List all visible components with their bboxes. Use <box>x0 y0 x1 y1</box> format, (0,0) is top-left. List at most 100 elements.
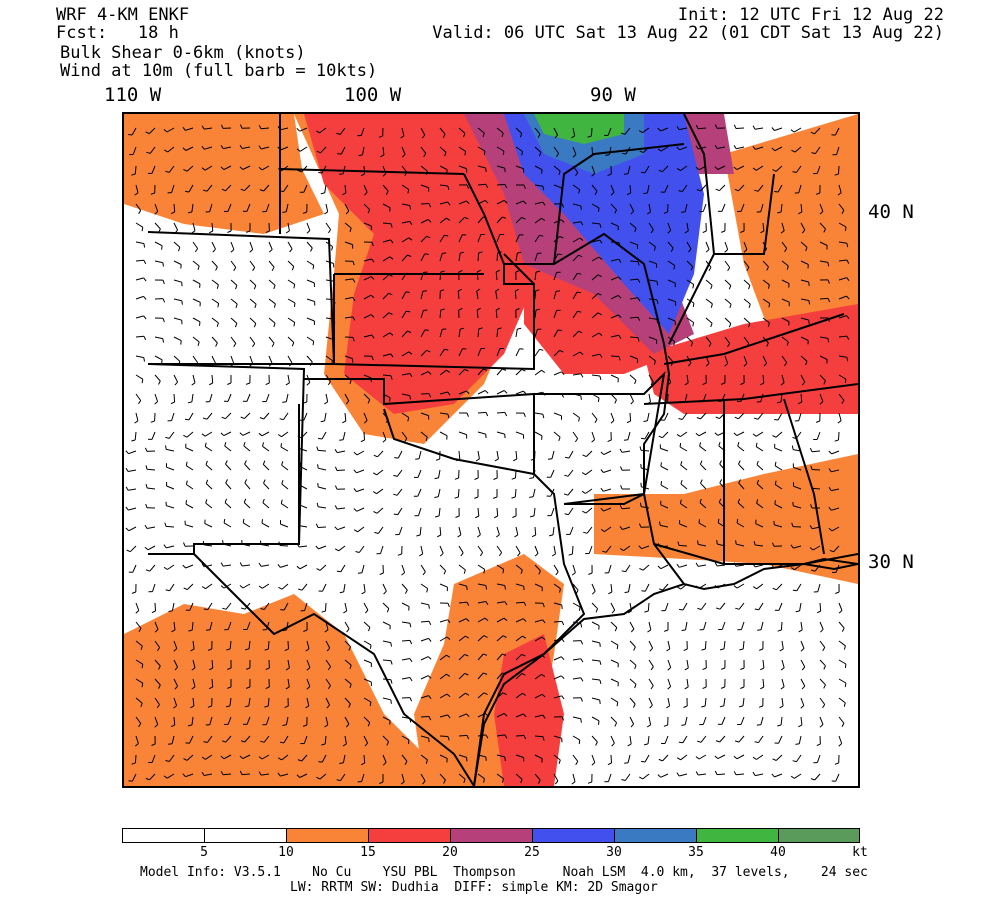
wind-barb-flag <box>522 635 527 639</box>
wind-barb-flag <box>244 460 247 465</box>
wind-barb-flag <box>542 414 545 419</box>
wind-barb <box>721 716 726 725</box>
wind-barb-flag <box>389 397 391 402</box>
wind-barb-flag <box>138 400 142 405</box>
wind-barb <box>648 336 657 341</box>
wind-barb-flag <box>279 418 284 421</box>
wind-barb-flag <box>542 714 546 719</box>
wind-barb <box>756 446 764 452</box>
wind-barb <box>185 127 194 131</box>
wind-barb-flag <box>667 667 672 671</box>
wind-barb <box>625 564 631 572</box>
wind-barb <box>477 507 480 517</box>
wind-barb <box>698 146 707 150</box>
wind-barb-flag <box>326 647 331 652</box>
wind-barb <box>756 754 764 760</box>
wind-barb <box>173 336 182 342</box>
wind-barb-flag <box>600 507 604 512</box>
wind-barb <box>230 241 235 250</box>
state-boundaries <box>147 114 858 786</box>
wind-barb <box>756 502 764 509</box>
wind-barb-flag <box>239 585 244 589</box>
wind-barb-flag <box>316 502 319 507</box>
wind-barb <box>660 127 669 132</box>
wind-barb-flag <box>141 379 144 384</box>
wind-barb <box>189 602 194 611</box>
wind-barb <box>742 640 745 650</box>
wind-barb-flag <box>754 189 759 192</box>
wind-barb-flag <box>443 779 446 784</box>
wind-barb <box>755 127 764 130</box>
wind-barb-flag <box>504 756 506 761</box>
wind-barb <box>591 146 594 156</box>
wind-barb-flag <box>306 667 311 671</box>
wind-barb <box>299 127 308 132</box>
wind-barb-flag <box>277 168 282 172</box>
wind-barb <box>382 697 391 701</box>
wind-barb <box>192 697 195 706</box>
wind-barb <box>149 773 156 781</box>
wind-barb <box>356 450 365 456</box>
wind-barb-flag <box>571 135 575 139</box>
wind-barb <box>477 754 486 758</box>
wind-barb <box>154 602 156 612</box>
wind-barb <box>812 526 821 530</box>
wind-barb <box>363 583 366 592</box>
wind-barb <box>774 146 783 152</box>
wind-barb-flag <box>494 458 499 462</box>
wind-barb-flag <box>380 154 385 158</box>
wind-barb-flag <box>798 629 803 633</box>
wind-barb <box>173 317 182 321</box>
wind-barb <box>534 310 537 319</box>
wind-barb-flag <box>202 417 208 420</box>
wind-barb-flag <box>621 132 626 135</box>
wind-barb-flag <box>163 775 168 779</box>
wind-barb-flag <box>771 127 775 131</box>
wind-barb-flag <box>291 342 295 347</box>
wind-barb-flag <box>774 461 777 466</box>
wind-barb-flag <box>768 303 771 308</box>
wind-barb <box>660 465 669 471</box>
wind-barb-flag <box>519 133 523 138</box>
wind-barb <box>268 298 276 305</box>
wind-barb <box>363 314 372 319</box>
wind-barb <box>363 203 371 210</box>
wind-barb <box>244 463 251 471</box>
wind-barb <box>686 260 694 267</box>
wind-barb <box>363 602 369 611</box>
wind-barb-flag <box>447 603 450 608</box>
wind-barb-flag <box>588 154 593 158</box>
wind-barb-flag <box>485 184 489 189</box>
wind-barb-flag <box>823 228 826 233</box>
wind-barb <box>128 450 137 455</box>
wind-barb <box>553 773 559 782</box>
wind-barb <box>572 393 581 397</box>
wind-barb-flag <box>808 281 810 287</box>
wind-barb <box>344 393 350 402</box>
wind-barb <box>572 330 579 338</box>
wind-barb <box>838 412 842 421</box>
wind-barb-flag <box>225 705 231 708</box>
wind-barb <box>838 640 846 647</box>
wind-barb-flag <box>244 705 249 708</box>
wind-barb-flag <box>273 303 276 308</box>
wind-barb-flag <box>297 169 302 173</box>
wind-barb <box>281 165 289 172</box>
wind-barb-flag <box>348 703 351 708</box>
wind-barb-flag <box>424 329 429 331</box>
wind-barb-flag <box>285 686 290 690</box>
wind-barb <box>186 583 194 590</box>
wind-barb <box>819 241 828 246</box>
wind-barb <box>223 165 232 171</box>
wind-barb-flag <box>565 456 570 459</box>
wind-barb-flag <box>599 223 602 228</box>
wind-barb <box>287 374 290 383</box>
wind-barb <box>336 469 346 471</box>
wind-barb <box>758 735 764 743</box>
wind-barb <box>458 618 467 623</box>
wind-barb <box>622 526 631 530</box>
wind-barb-flag <box>663 401 668 404</box>
wind-barb <box>363 431 365 441</box>
wind-barb <box>339 127 346 135</box>
wind-barb-flag <box>465 618 470 622</box>
